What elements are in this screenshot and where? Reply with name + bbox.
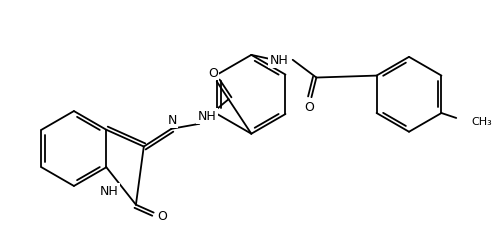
Text: O: O: [304, 100, 314, 113]
Text: CH₃: CH₃: [471, 116, 492, 126]
Text: N: N: [167, 114, 177, 127]
Text: NH: NH: [100, 185, 119, 198]
Text: NH: NH: [198, 110, 216, 123]
Text: NH: NH: [270, 54, 288, 67]
Text: O: O: [208, 67, 218, 80]
Text: O: O: [158, 209, 167, 222]
